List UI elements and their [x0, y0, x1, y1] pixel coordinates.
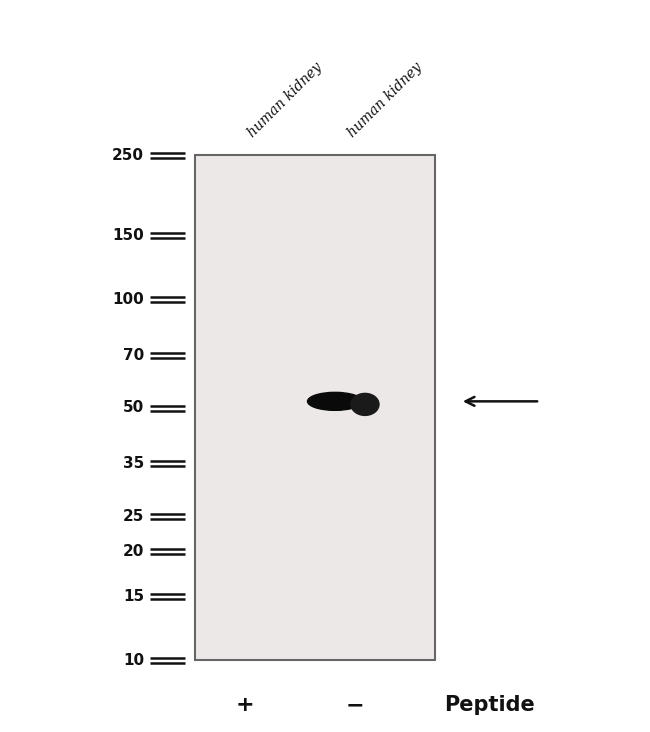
- Text: 25: 25: [123, 509, 144, 524]
- Text: 10: 10: [123, 653, 144, 668]
- Ellipse shape: [307, 392, 363, 411]
- Text: human kidney: human kidney: [245, 60, 325, 140]
- Ellipse shape: [351, 393, 379, 415]
- Text: 20: 20: [123, 545, 144, 559]
- Text: human kidney: human kidney: [345, 60, 425, 140]
- Bar: [195, 155, 435, 660]
- Text: +: +: [236, 695, 254, 715]
- Text: 15: 15: [123, 589, 144, 605]
- Text: 150: 150: [112, 228, 144, 243]
- Text: 35: 35: [123, 457, 144, 471]
- Text: 50: 50: [123, 400, 144, 416]
- Text: −: −: [346, 695, 364, 715]
- Text: 250: 250: [112, 148, 144, 163]
- Text: 100: 100: [112, 292, 144, 307]
- Text: 70: 70: [123, 348, 144, 363]
- Text: Peptide: Peptide: [445, 695, 536, 715]
